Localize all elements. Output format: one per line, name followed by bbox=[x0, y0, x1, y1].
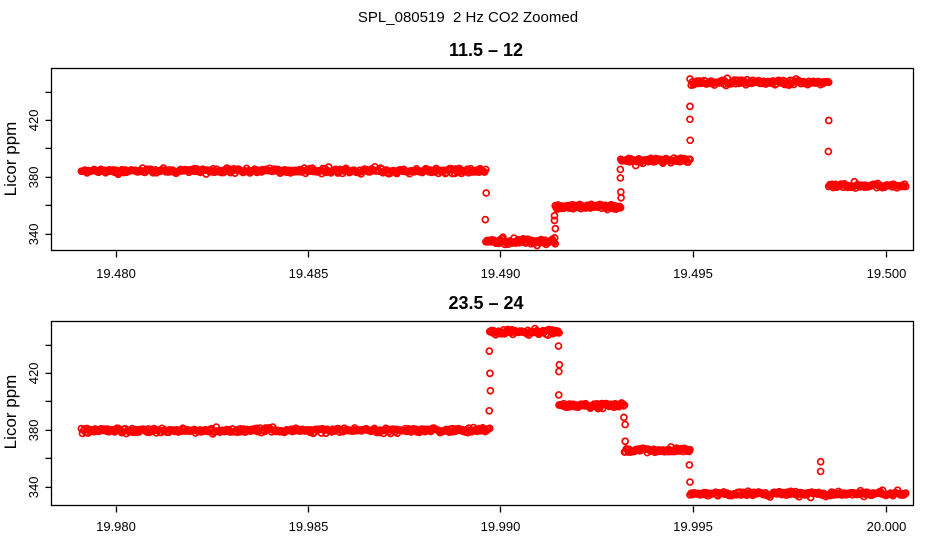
svg-text:380: 380 bbox=[26, 420, 41, 442]
svg-text:SPL_080519 2 Hz CO2 Zoomed: SPL_080519 2 Hz CO2 Zoomed bbox=[358, 9, 578, 26]
svg-text:11.5 – 12: 11.5 – 12 bbox=[449, 40, 523, 60]
svg-text:19.980: 19.980 bbox=[96, 519, 136, 534]
svg-text:19.985: 19.985 bbox=[289, 519, 329, 534]
svg-text:19.495: 19.495 bbox=[673, 266, 713, 281]
svg-text:19.490: 19.490 bbox=[481, 266, 521, 281]
svg-text:19.990: 19.990 bbox=[481, 519, 521, 534]
svg-text:380: 380 bbox=[26, 167, 41, 189]
svg-text:340: 340 bbox=[26, 224, 41, 246]
svg-text:19.995: 19.995 bbox=[673, 519, 713, 534]
svg-text:23.5 – 24: 23.5 – 24 bbox=[448, 293, 523, 313]
svg-text:340: 340 bbox=[26, 477, 41, 499]
svg-text:Licor ppm: Licor ppm bbox=[1, 122, 20, 197]
svg-text:20.000: 20.000 bbox=[867, 519, 907, 534]
svg-text:Licor ppm: Licor ppm bbox=[1, 375, 20, 450]
svg-text:420: 420 bbox=[26, 363, 41, 385]
svg-text:420: 420 bbox=[26, 110, 41, 132]
svg-text:19.500: 19.500 bbox=[867, 266, 907, 281]
svg-text:19.485: 19.485 bbox=[289, 266, 329, 281]
svg-text:19.480: 19.480 bbox=[96, 266, 136, 281]
